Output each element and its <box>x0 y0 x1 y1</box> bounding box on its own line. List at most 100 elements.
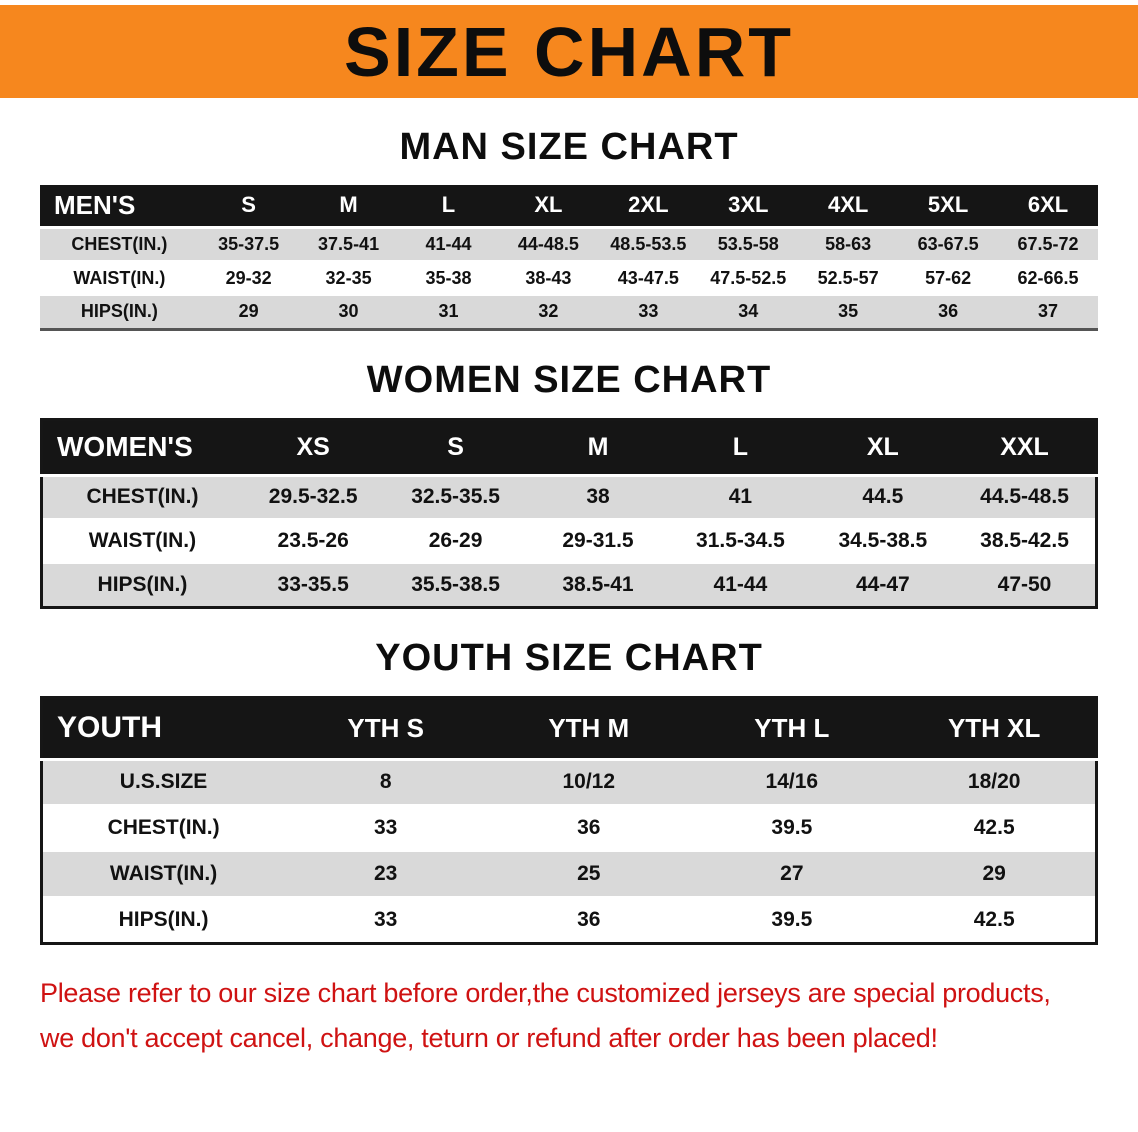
size-header-cell: XL <box>811 419 955 477</box>
size-header-cell: XXL <box>954 419 1097 477</box>
size-value-cell: 29-31.5 <box>526 518 670 563</box>
size-value-cell: 23.5-26 <box>241 518 385 563</box>
table-title-cell: MEN'S <box>40 185 199 229</box>
size-value-cell: 37.5-41 <box>298 226 399 261</box>
size-value-cell: 63-67.5 <box>898 226 999 261</box>
page-title: SIZE CHART <box>344 12 794 91</box>
size-value-cell: 14/16 <box>690 758 894 805</box>
size-header-cell: 2XL <box>598 185 699 229</box>
size-value-cell: 41 <box>669 474 812 519</box>
size-value-cell: 33-35.5 <box>241 562 385 607</box>
size-value-cell: 42.5 <box>893 804 1097 851</box>
size-value-cell: 62-66.5 <box>998 260 1098 295</box>
table-row: WAIST(IN.) 29-32 32-35 35-38 38-43 43-47.5 47.… <box>40 260 1098 295</box>
size-value-cell: 41-44 <box>669 562 812 607</box>
row-label-cell: U.S.SIZE <box>41 758 285 805</box>
size-value-cell: 53.5-58 <box>698 226 799 261</box>
size-value-cell: 33 <box>284 896 488 943</box>
row-label-cell: WAIST(IN.) <box>40 260 199 295</box>
size-header-cell: S <box>384 419 527 477</box>
size-header-cell: XL <box>498 185 599 229</box>
size-value-cell: 34 <box>698 294 799 329</box>
table-row: U.S.SIZE 8 10/12 14/16 18/20 <box>41 758 1097 805</box>
women-size-section: WOMEN SIZE CHART WOMEN'S XS S M L XL XXL CHEST(… <box>0 359 1138 609</box>
table-row: CHEST(IN.) 33 36 39.5 42.5 <box>41 804 1097 851</box>
size-value-cell: 44-47 <box>811 562 955 607</box>
table-row: HIPS(IN.) 29 30 31 32 33 34 35 36 37 <box>40 294 1098 329</box>
size-value-cell: 42.5 <box>893 896 1097 943</box>
size-value-cell: 35.5-38.5 <box>384 562 527 607</box>
size-header-cell: YTH L <box>690 697 894 761</box>
table-row: HIPS(IN.) 33 36 39.5 42.5 <box>41 896 1097 943</box>
size-value-cell: 36 <box>898 294 999 329</box>
size-value-cell: 44-48.5 <box>498 226 599 261</box>
size-header-cell: YTH XL <box>893 697 1097 761</box>
size-value-cell: 36 <box>487 804 691 851</box>
size-value-cell: 39.5 <box>690 804 894 851</box>
size-value-cell: 33 <box>284 804 488 851</box>
table-row: WAIST(IN.) 23 25 27 29 <box>41 850 1097 897</box>
size-value-cell: 44.5 <box>811 474 955 519</box>
size-value-cell: 18/20 <box>893 758 1097 805</box>
size-value-cell: 57-62 <box>898 260 999 295</box>
size-value-cell: 58-63 <box>798 226 899 261</box>
size-value-cell: 32.5-35.5 <box>384 474 527 519</box>
size-value-cell: 8 <box>284 758 488 805</box>
size-value-cell: 29.5-32.5 <box>241 474 385 519</box>
size-value-cell: 31.5-34.5 <box>669 518 812 563</box>
size-value-cell: 32 <box>498 294 599 329</box>
size-value-cell: 30 <box>298 294 399 329</box>
banner: SIZE CHART <box>0 5 1138 98</box>
size-header-cell: XS <box>241 419 385 477</box>
row-label-cell: HIPS(IN.) <box>40 294 199 329</box>
size-value-cell: 47.5-52.5 <box>698 260 799 295</box>
size-value-cell: 35-38 <box>398 260 499 295</box>
row-label-cell: HIPS(IN.) <box>41 562 242 607</box>
table-row: WAIST(IN.) 23.5-26 26-29 29-31.5 31.5-34.5 34… <box>41 518 1097 563</box>
size-value-cell: 52.5-57 <box>798 260 899 295</box>
row-label-cell: CHEST(IN.) <box>41 804 285 851</box>
size-value-cell: 26-29 <box>384 518 527 563</box>
size-value-cell: 43-47.5 <box>598 260 699 295</box>
size-value-cell: 35 <box>798 294 899 329</box>
row-label-cell: CHEST(IN.) <box>41 474 242 519</box>
size-value-cell: 38.5-42.5 <box>954 518 1097 563</box>
row-label-cell: WAIST(IN.) <box>41 850 285 897</box>
size-value-cell: 37 <box>998 294 1098 329</box>
size-value-cell: 67.5-72 <box>998 226 1098 261</box>
table-header-row: YOUTH YTH S YTH M YTH L YTH XL <box>41 697 1097 761</box>
size-value-cell: 27 <box>690 850 894 897</box>
size-header-cell: M <box>298 185 399 229</box>
size-value-cell: 33 <box>598 294 699 329</box>
men-size-table: MEN'S S M L XL 2XL 3XL 4XL 5XL 6XL CHEST(IN.) 35-37… <box>40 185 1098 331</box>
women-section-heading: WOMEN SIZE CHART <box>366 358 772 401</box>
table-row: HIPS(IN.) 33-35.5 35.5-38.5 38.5-41 41-44 44-… <box>41 562 1097 607</box>
disclaimer-line-1: Please refer to our size chart before or… <box>40 977 1051 1008</box>
size-value-cell: 34.5-38.5 <box>811 518 955 563</box>
women-size-table: WOMEN'S XS S M L XL XXL CHEST(IN.) 29.5-32.5 32.5… <box>40 417 1098 609</box>
size-header-cell: 6XL <box>998 185 1098 229</box>
row-label-cell: WAIST(IN.) <box>41 518 242 563</box>
men-size-section: MAN SIZE CHART MEN'S S M L XL 2XL 3XL 4XL 5XL 6XL… <box>0 126 1138 331</box>
size-value-cell: 35-37.5 <box>198 226 299 261</box>
size-value-cell: 41-44 <box>398 226 499 261</box>
size-value-cell: 36 <box>487 896 691 943</box>
disclaimer-text: Please refer to our size chart before or… <box>40 971 1138 1063</box>
table-header-row: WOMEN'S XS S M L XL XXL <box>41 419 1097 477</box>
size-chart-page: SIZE CHART MAN SIZE CHART MEN'S S M L XL 2XL 3… <box>0 5 1138 1062</box>
table-row: CHEST(IN.) 29.5-32.5 32.5-35.5 38 41 44.5 44.5… <box>41 474 1097 519</box>
table-title-cell: YOUTH <box>41 697 285 761</box>
size-value-cell: 10/12 <box>487 758 691 805</box>
size-value-cell: 23 <box>284 850 488 897</box>
size-value-cell: 47-50 <box>954 562 1097 607</box>
size-value-cell: 25 <box>487 850 691 897</box>
size-value-cell: 29 <box>198 294 299 329</box>
size-header-cell: 4XL <box>798 185 899 229</box>
youth-size-table: YOUTH YTH S YTH M YTH L YTH XL U.S.SIZE 8 10/12… <box>40 695 1098 945</box>
size-value-cell: 38 <box>526 474 670 519</box>
row-label-cell: HIPS(IN.) <box>41 896 285 943</box>
size-value-cell: 29-32 <box>198 260 299 295</box>
row-label-cell: CHEST(IN.) <box>40 226 199 261</box>
size-header-cell: L <box>669 419 812 477</box>
size-value-cell: 31 <box>398 294 499 329</box>
